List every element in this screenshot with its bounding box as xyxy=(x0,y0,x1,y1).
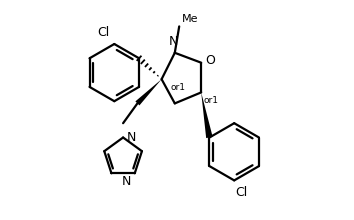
Text: N: N xyxy=(121,175,131,188)
Text: Me: Me xyxy=(181,14,198,24)
Text: Cl: Cl xyxy=(235,186,247,199)
Polygon shape xyxy=(201,92,213,138)
Text: N: N xyxy=(127,130,136,144)
Polygon shape xyxy=(135,79,161,105)
Text: Cl: Cl xyxy=(98,26,110,38)
Text: O: O xyxy=(205,54,215,68)
Text: N: N xyxy=(169,35,178,48)
Text: or1: or1 xyxy=(170,83,185,92)
Text: or1: or1 xyxy=(204,96,219,105)
